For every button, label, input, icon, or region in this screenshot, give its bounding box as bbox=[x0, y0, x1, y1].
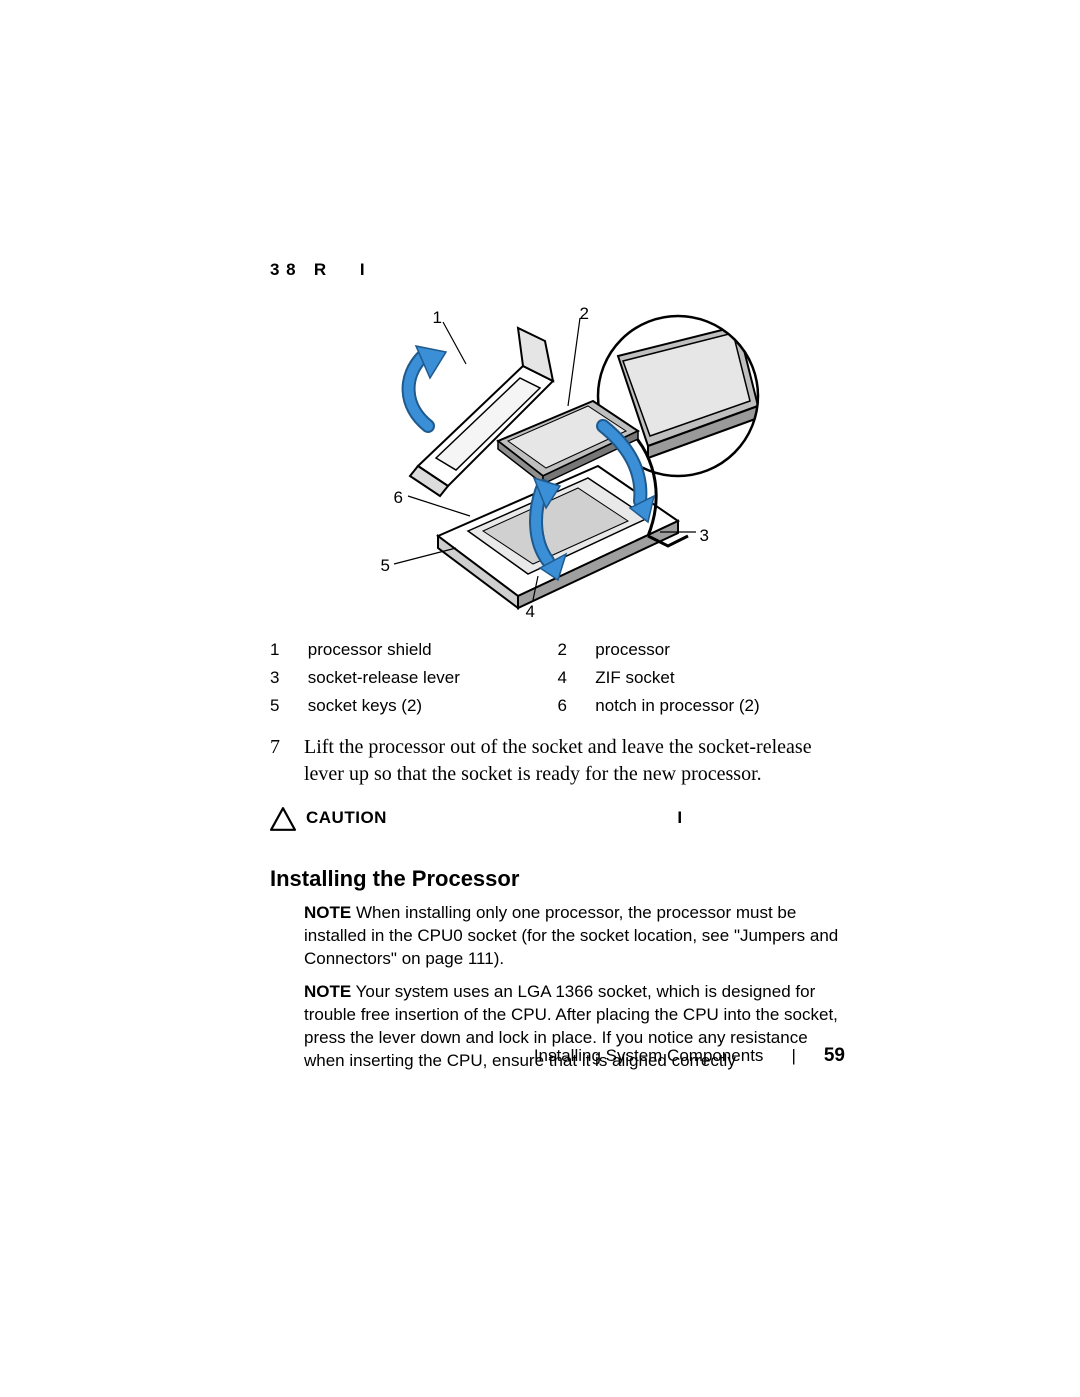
caution-text: CAUTION I bbox=[306, 806, 683, 828]
diagram-svg bbox=[348, 286, 768, 626]
legend-row: 1 processor shield 2 processor bbox=[270, 636, 845, 664]
figure-suffix: I bbox=[360, 260, 366, 279]
processor-diagram: 1 2 3 4 5 6 bbox=[348, 286, 768, 626]
page: 3 8 R I 1 2 3 4 5 6 bbox=[0, 0, 1080, 1397]
figure-legend: 1 processor shield 2 processor 3 socket-… bbox=[270, 636, 845, 720]
page-footer: Installing System Components | 59 bbox=[534, 1045, 845, 1067]
legend-num: 3 bbox=[270, 664, 308, 692]
footer-divider: | bbox=[791, 1046, 795, 1066]
legend-num: 5 bbox=[270, 692, 308, 720]
note-text: When installing only one processor, the … bbox=[304, 903, 838, 968]
note-label: NOTE bbox=[304, 903, 351, 922]
legend-row: 5 socket keys (2) 6 notch in processor (… bbox=[270, 692, 845, 720]
figure-label: 3 8 R I bbox=[270, 260, 845, 280]
legend-desc: ZIF socket bbox=[595, 664, 845, 692]
page-number: 59 bbox=[824, 1045, 845, 1067]
step-text: Lift the processor out of the socket and… bbox=[304, 734, 845, 788]
caution-tail: I bbox=[677, 808, 682, 827]
legend-num: 2 bbox=[557, 636, 595, 664]
caution: CAUTION I bbox=[270, 806, 845, 832]
legend-desc: socket-release lever bbox=[308, 664, 558, 692]
note-label: NOTE bbox=[304, 982, 351, 1001]
caution-label: CAUTION bbox=[306, 808, 387, 827]
legend-row: 3 socket-release lever 4 ZIF socket bbox=[270, 664, 845, 692]
legend-desc: processor shield bbox=[308, 636, 558, 664]
legend-desc: processor bbox=[595, 636, 845, 664]
step-number: 7 bbox=[270, 734, 304, 788]
legend-desc: socket keys (2) bbox=[308, 692, 558, 720]
legend-num: 1 bbox=[270, 636, 308, 664]
step-7: 7 Lift the processor out of the socket a… bbox=[270, 734, 845, 788]
legend-num: 6 bbox=[557, 692, 595, 720]
footer-section: Installing System Components bbox=[534, 1046, 764, 1066]
note-1: NOTE When installing only one processor,… bbox=[304, 902, 845, 971]
legend-desc: notch in processor (2) bbox=[595, 692, 845, 720]
figure-prefix: 3 8 bbox=[270, 260, 297, 279]
section-heading: Installing the Processor bbox=[270, 866, 845, 892]
caution-icon bbox=[270, 806, 296, 832]
figure-word: R bbox=[314, 260, 326, 279]
legend-num: 4 bbox=[557, 664, 595, 692]
